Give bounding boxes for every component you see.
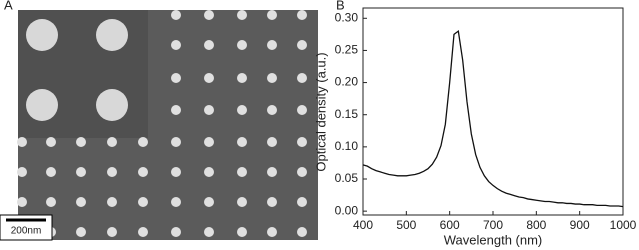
particle xyxy=(237,40,247,50)
particle xyxy=(204,105,214,115)
particle xyxy=(171,167,181,177)
particle xyxy=(267,105,277,115)
particle xyxy=(171,10,181,20)
large-particle xyxy=(26,89,58,121)
particle xyxy=(46,197,56,207)
particle xyxy=(267,10,277,20)
panel-label: A xyxy=(4,0,13,12)
particle xyxy=(267,167,277,177)
particle xyxy=(237,105,247,115)
particle xyxy=(46,137,56,147)
particle xyxy=(297,197,307,207)
x-tick-label: 600 xyxy=(440,218,460,232)
y-tick-label: 0.00 xyxy=(335,203,359,217)
particle xyxy=(297,40,307,50)
particle xyxy=(76,137,86,147)
particle xyxy=(237,73,247,83)
particle xyxy=(17,197,27,207)
particle xyxy=(107,137,117,147)
large-particle xyxy=(96,19,128,51)
particle xyxy=(267,73,277,83)
y-tick-label: 0.25 xyxy=(335,43,359,57)
particle xyxy=(171,73,181,83)
panel-label: B xyxy=(336,0,345,12)
x-tick-label: 500 xyxy=(396,218,416,232)
particle xyxy=(237,137,247,147)
particle xyxy=(267,227,277,237)
particle xyxy=(171,137,181,147)
particle xyxy=(171,105,181,115)
particle xyxy=(76,167,86,177)
particle xyxy=(204,197,214,207)
particle xyxy=(267,197,277,207)
particle xyxy=(107,197,117,207)
y-tick-label: 0.15 xyxy=(335,107,359,121)
particle xyxy=(237,227,247,237)
particle xyxy=(297,105,307,115)
x-tick-label: 1000 xyxy=(610,218,637,232)
particle xyxy=(297,227,307,237)
x-tick-label: 800 xyxy=(526,218,546,232)
particle xyxy=(204,10,214,20)
particle xyxy=(267,40,277,50)
particle xyxy=(204,137,214,147)
particle xyxy=(204,167,214,177)
particle xyxy=(297,10,307,20)
particle xyxy=(76,197,86,207)
particle xyxy=(17,137,27,147)
particle xyxy=(171,40,181,50)
scale-bar-label: 200nm xyxy=(11,226,42,237)
y-tick-label: 0.10 xyxy=(335,139,359,153)
particle xyxy=(171,227,181,237)
sem-image xyxy=(17,10,318,240)
particle xyxy=(204,40,214,50)
particle xyxy=(171,197,181,207)
x-tick-label: 700 xyxy=(483,218,503,232)
particle xyxy=(297,137,307,147)
spectrum-line xyxy=(362,29,624,208)
particle xyxy=(237,10,247,20)
particle xyxy=(17,167,27,177)
large-particle xyxy=(96,89,128,121)
particle xyxy=(138,167,148,177)
particle xyxy=(297,73,307,83)
large-particle xyxy=(26,19,58,51)
particle xyxy=(138,227,148,237)
plot-frame xyxy=(362,7,624,216)
y-tick-label: 0.20 xyxy=(335,75,359,89)
particle xyxy=(107,167,117,177)
y-tick-label: 0.30 xyxy=(335,10,359,24)
y-tick-label: 0.05 xyxy=(335,171,359,185)
particle xyxy=(138,197,148,207)
x-axis-title: Wavelength (nm) xyxy=(444,232,543,247)
particle xyxy=(204,73,214,83)
particle xyxy=(204,227,214,237)
particle xyxy=(297,167,307,177)
particle xyxy=(237,197,247,207)
particle xyxy=(107,227,117,237)
particle xyxy=(46,167,56,177)
x-tick-label: 900 xyxy=(570,218,590,232)
particle xyxy=(237,167,247,177)
x-tick-label: 400 xyxy=(353,218,373,232)
y-axis-title: Optical density (a.u.) xyxy=(313,52,328,171)
particle xyxy=(138,137,148,147)
particle xyxy=(76,227,86,237)
particle xyxy=(267,137,277,147)
